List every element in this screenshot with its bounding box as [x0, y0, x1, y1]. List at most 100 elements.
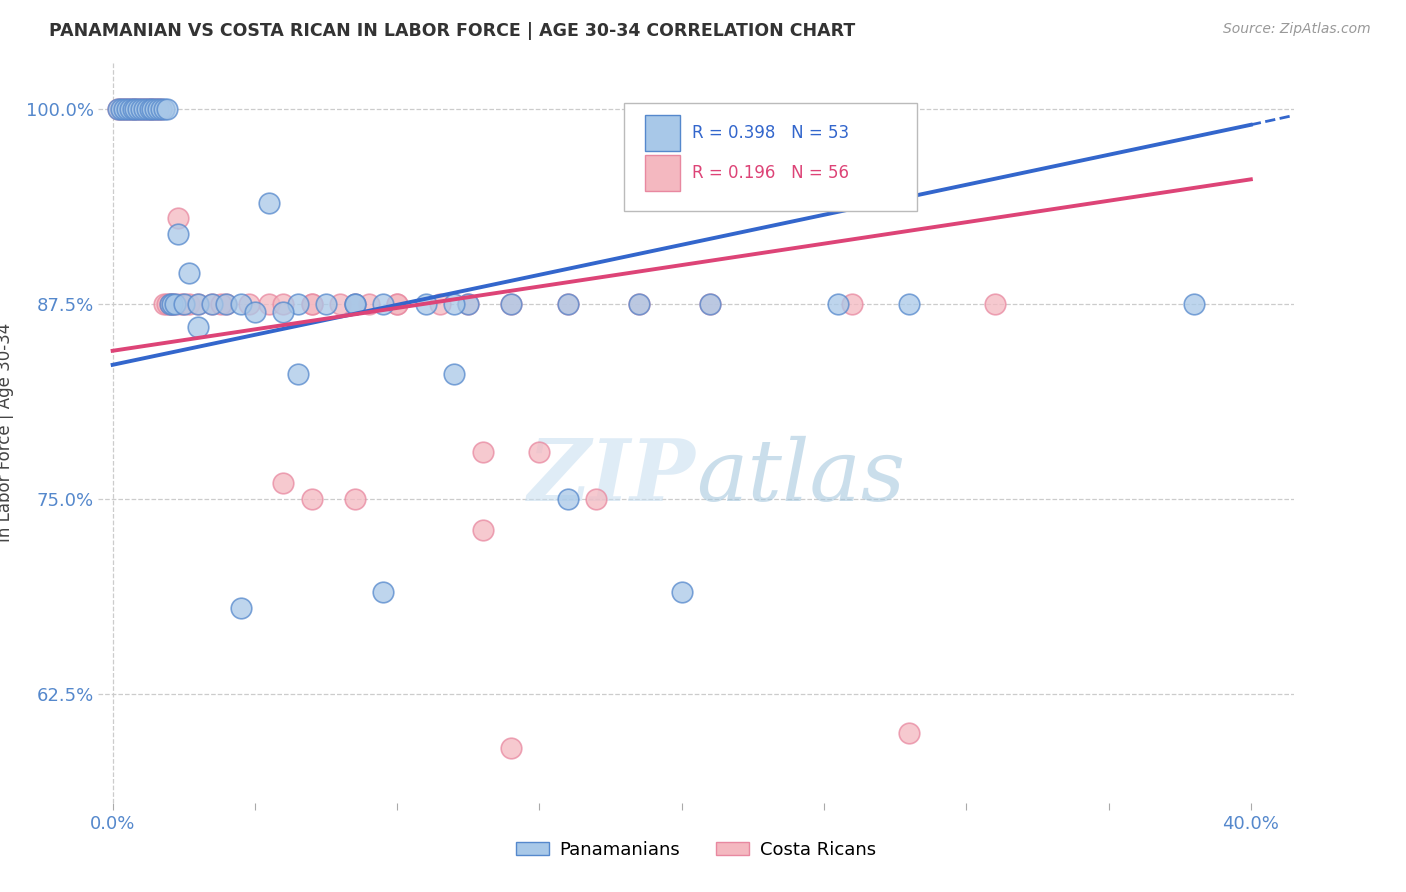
Point: [273, 476, 295, 491]
Point: [124, 102, 146, 116]
Point: [165, 297, 187, 311]
Point: [229, 297, 252, 311]
Point: [167, 227, 190, 241]
Point: [827, 297, 849, 311]
Point: [162, 297, 184, 311]
Point: [585, 491, 607, 506]
Point: [138, 102, 160, 116]
Point: [215, 297, 238, 311]
Point: [457, 297, 479, 311]
Point: [127, 102, 149, 116]
Point: [385, 297, 409, 311]
Point: [201, 297, 224, 311]
Point: [499, 297, 522, 311]
Point: [132, 102, 155, 116]
Point: [699, 297, 721, 311]
Point: [457, 297, 479, 311]
Point: [371, 297, 394, 311]
Point: [179, 297, 201, 311]
Point: [129, 102, 152, 116]
Point: [121, 102, 143, 116]
Point: [628, 297, 651, 311]
Point: [141, 102, 163, 116]
Point: [167, 211, 190, 226]
Point: [118, 102, 141, 116]
Point: [557, 297, 579, 311]
Point: [112, 102, 135, 116]
Point: [138, 102, 160, 116]
Point: [153, 297, 176, 311]
Point: [273, 305, 295, 319]
Text: Source: ZipAtlas.com: Source: ZipAtlas.com: [1223, 22, 1371, 37]
Point: [170, 297, 193, 311]
Point: [187, 297, 209, 311]
Point: [443, 297, 465, 311]
Point: [471, 445, 494, 459]
Point: [143, 102, 166, 116]
Point: [124, 102, 146, 116]
Point: [287, 297, 309, 311]
Point: [135, 102, 157, 116]
Point: [148, 102, 170, 116]
Point: [143, 102, 166, 116]
Point: [628, 297, 651, 311]
Text: atlas: atlas: [696, 435, 905, 518]
Point: [984, 297, 1007, 311]
Text: R = 0.196   N = 56: R = 0.196 N = 56: [692, 164, 849, 182]
Point: [115, 102, 138, 116]
Point: [343, 297, 366, 311]
Point: [301, 297, 323, 311]
Point: [173, 297, 195, 311]
Point: [329, 297, 352, 311]
Point: [156, 102, 179, 116]
Bar: [644, 115, 681, 151]
Point: [301, 297, 323, 311]
Point: [243, 305, 266, 319]
FancyBboxPatch shape: [624, 103, 917, 211]
Point: [141, 102, 163, 116]
Point: [229, 601, 252, 615]
Point: [150, 102, 173, 116]
Point: [557, 491, 579, 506]
Point: [257, 297, 280, 311]
Text: R = 0.398   N = 53: R = 0.398 N = 53: [692, 124, 849, 142]
Y-axis label: In Labor Force | Age 30-34: In Labor Force | Age 30-34: [0, 323, 14, 542]
Point: [1182, 297, 1205, 311]
Point: [187, 297, 209, 311]
Point: [273, 297, 295, 311]
Point: [429, 297, 451, 311]
Point: [110, 102, 132, 116]
Point: [107, 102, 129, 116]
Bar: [644, 155, 681, 191]
Point: [699, 297, 721, 311]
Point: [898, 297, 921, 311]
Point: [499, 741, 522, 756]
Point: [148, 102, 170, 116]
Point: [209, 297, 232, 311]
Point: [215, 297, 238, 311]
Point: [343, 491, 366, 506]
Point: [499, 297, 522, 311]
Point: [110, 102, 132, 116]
Point: [529, 445, 551, 459]
Point: [371, 585, 394, 599]
Point: [129, 102, 152, 116]
Point: [135, 102, 157, 116]
Point: [415, 297, 437, 311]
Point: [132, 102, 155, 116]
Point: [156, 297, 179, 311]
Point: [238, 297, 260, 311]
Point: [107, 102, 129, 116]
Point: [471, 523, 494, 537]
Point: [385, 297, 409, 311]
Point: [257, 195, 280, 210]
Point: [173, 297, 195, 311]
Point: [150, 102, 173, 116]
Point: [121, 102, 143, 116]
Point: [115, 102, 138, 116]
Point: [343, 297, 366, 311]
Point: [159, 297, 181, 311]
Point: [301, 491, 323, 506]
Text: ZIP: ZIP: [529, 435, 696, 519]
Point: [165, 297, 187, 311]
